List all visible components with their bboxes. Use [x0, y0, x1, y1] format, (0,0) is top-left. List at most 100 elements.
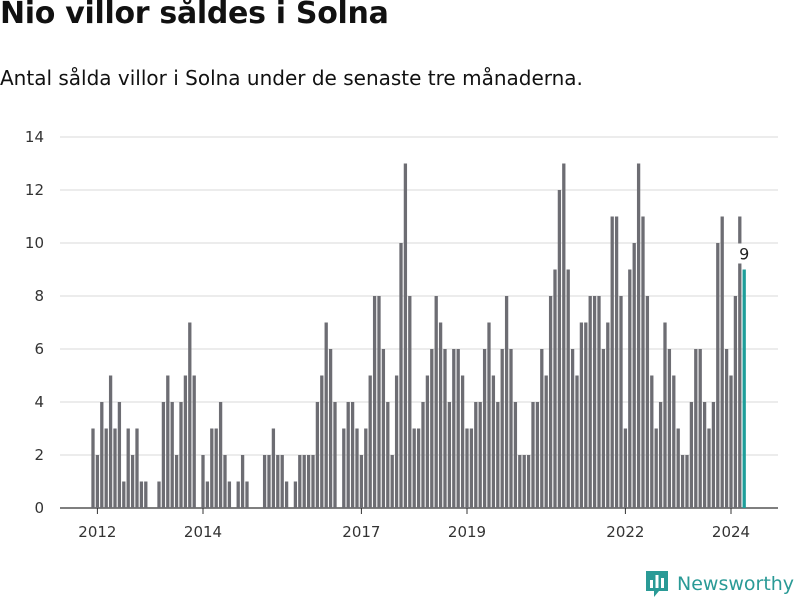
- bar: [170, 402, 174, 508]
- bar: [355, 428, 359, 508]
- bar: [526, 455, 531, 508]
- bar: [408, 296, 412, 508]
- bar: [399, 243, 403, 508]
- bar: [465, 428, 469, 508]
- bar: [610, 216, 614, 508]
- bar: [298, 455, 302, 508]
- bar: [135, 428, 139, 508]
- bar: [680, 455, 685, 508]
- bar: [328, 349, 333, 508]
- bar: [179, 402, 183, 508]
- bar: [641, 216, 645, 508]
- bar: [280, 455, 284, 508]
- x-tick-label: 2019: [448, 523, 486, 541]
- bar: [614, 216, 619, 508]
- bar: [368, 375, 372, 508]
- x-axis-ticks: 2012 2014 2017 2019 2022 2024: [78, 508, 750, 541]
- bar: [302, 455, 306, 508]
- bar: [201, 455, 205, 508]
- bar: [531, 402, 535, 508]
- bar: [557, 190, 562, 508]
- bar: [188, 322, 192, 508]
- y-tick-label: 10: [25, 234, 44, 252]
- chart-title: Nio villor såldes i Solna: [0, 0, 389, 31]
- bar: [434, 296, 438, 508]
- bar: [474, 402, 478, 508]
- bar: [491, 375, 496, 508]
- bar: [606, 322, 610, 508]
- bar: [469, 428, 474, 508]
- bar: [623, 428, 628, 508]
- x-tick-label: 2024: [712, 523, 750, 541]
- chart-subtitle: Antal sålda villor i Solna under de sena…: [0, 66, 583, 90]
- bar: [271, 428, 276, 508]
- y-axis-ticks: 0 2 4 6 8 10 12 14: [25, 128, 44, 517]
- bar: [720, 216, 724, 508]
- bar: [205, 481, 210, 508]
- bar: [522, 455, 526, 508]
- bar: [553, 269, 557, 508]
- bar: [513, 402, 518, 508]
- bar: [592, 296, 597, 508]
- bar: [672, 375, 676, 508]
- bar: [628, 269, 632, 508]
- bar: [267, 455, 271, 508]
- bar: [447, 402, 452, 508]
- bar: [544, 375, 548, 508]
- bar: [311, 455, 315, 508]
- bar: [663, 322, 667, 508]
- bar: [698, 349, 702, 508]
- bar: [161, 402, 166, 508]
- bar: [504, 296, 509, 508]
- y-tick-label: 0: [34, 499, 44, 517]
- bar: [707, 428, 711, 508]
- bar: [650, 375, 654, 508]
- bar: [386, 402, 390, 508]
- bar: [509, 349, 513, 508]
- bar: [535, 402, 540, 508]
- bar: [166, 375, 170, 508]
- bar: [716, 243, 720, 508]
- bar: [689, 402, 694, 508]
- x-tick-label: 2017: [342, 523, 380, 541]
- bar: [245, 481, 249, 508]
- bar: [342, 428, 346, 508]
- bar: [113, 428, 117, 508]
- bar: [192, 375, 196, 508]
- x-tick-label: 2014: [184, 523, 222, 541]
- bar: [654, 428, 658, 508]
- bar: [174, 455, 179, 508]
- bar: [496, 402, 500, 508]
- bar: [636, 163, 641, 508]
- y-tick-label: 4: [34, 393, 44, 411]
- bar: [566, 269, 570, 508]
- y-tick-label: 14: [25, 128, 44, 146]
- bar: [487, 322, 491, 508]
- bar: [645, 296, 650, 508]
- bar: [293, 481, 298, 508]
- bar: [694, 349, 698, 508]
- bar: [350, 402, 355, 508]
- newsworthy-brand[interactable]: Newsworthy: [644, 567, 794, 601]
- bar: [601, 349, 606, 508]
- bar: [632, 243, 636, 508]
- y-tick-label: 8: [34, 287, 44, 305]
- bar: [218, 402, 223, 508]
- bar: [372, 296, 377, 508]
- bar: [394, 375, 399, 508]
- bar: [240, 455, 245, 508]
- bar: [144, 481, 148, 508]
- bar: [619, 296, 623, 508]
- bar: [276, 455, 280, 508]
- bar: [443, 349, 447, 508]
- bar: [456, 349, 460, 508]
- brand-name: Newsworthy: [677, 573, 795, 595]
- bar: [500, 349, 504, 508]
- bar: [702, 402, 707, 508]
- bar: [738, 216, 742, 508]
- bar: [724, 349, 729, 508]
- bar: [100, 402, 104, 508]
- bar: [667, 349, 672, 508]
- bar: [130, 455, 135, 508]
- bar: [117, 402, 122, 508]
